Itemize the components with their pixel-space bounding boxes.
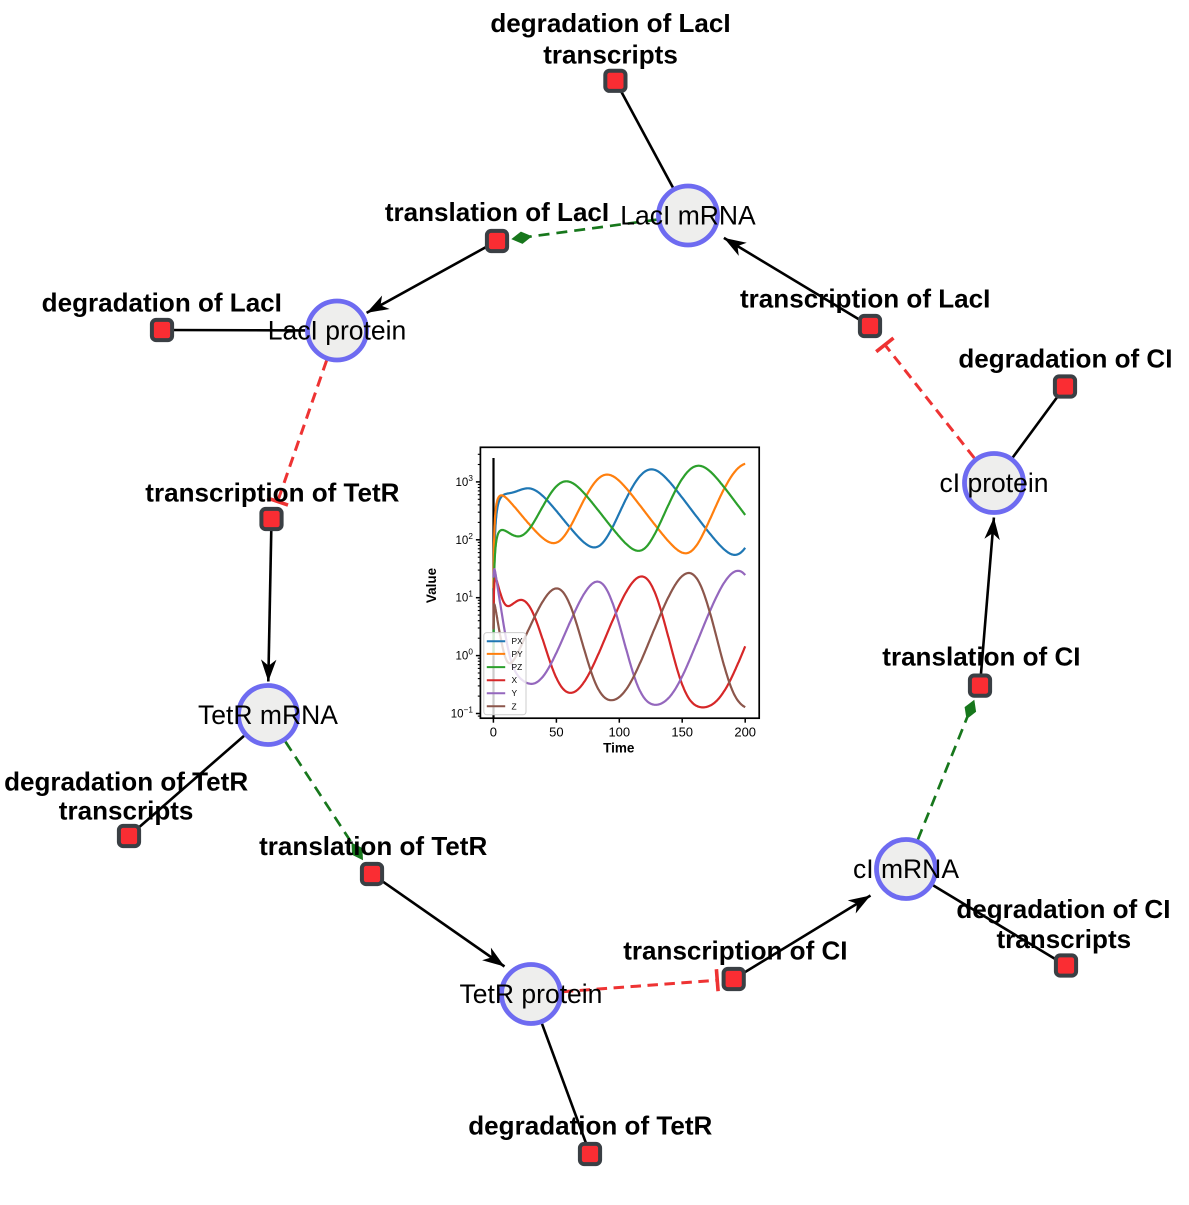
svg-text:translation of CI: translation of CI bbox=[882, 641, 1080, 671]
svg-text:Time: Time bbox=[603, 740, 635, 755]
svg-text:0: 0 bbox=[490, 725, 497, 740]
svg-text:Z: Z bbox=[512, 701, 517, 711]
svg-text:cI protein: cI protein bbox=[939, 468, 1048, 498]
svg-text:X: X bbox=[512, 675, 518, 685]
svg-text:PZ: PZ bbox=[512, 662, 523, 672]
svg-text:transcripts: transcripts bbox=[59, 795, 194, 825]
svg-text:150: 150 bbox=[671, 725, 693, 740]
svg-text:cI mRNA: cI mRNA bbox=[853, 854, 959, 884]
svg-text:translation of LacI: translation of LacI bbox=[385, 197, 609, 227]
svg-text:degradation of LacI: degradation of LacI bbox=[490, 8, 730, 38]
svg-text:PY: PY bbox=[512, 649, 524, 659]
svg-text:Y: Y bbox=[512, 688, 518, 698]
svg-text:LacI protein: LacI protein bbox=[268, 316, 406, 346]
svg-text:transcription of CI: transcription of CI bbox=[623, 936, 847, 966]
svg-text:transcription of LacI: transcription of LacI bbox=[740, 284, 990, 314]
svg-text:TetR protein: TetR protein bbox=[460, 979, 603, 1009]
svg-text:50: 50 bbox=[549, 725, 563, 740]
svg-text:Value: Value bbox=[424, 567, 439, 603]
svg-text:transcripts: transcripts bbox=[996, 924, 1131, 954]
svg-text:translation of TetR: translation of TetR bbox=[259, 831, 487, 861]
svg-text:TetR mRNA: TetR mRNA bbox=[198, 700, 338, 730]
svg-text:200: 200 bbox=[734, 725, 756, 740]
svg-text:transcripts: transcripts bbox=[543, 40, 678, 70]
svg-text:degradation of TetR: degradation of TetR bbox=[468, 1110, 712, 1140]
svg-text:PX: PX bbox=[512, 636, 524, 646]
svg-text:LacI mRNA: LacI mRNA bbox=[620, 201, 756, 231]
svg-text:degradation of TetR: degradation of TetR bbox=[4, 766, 248, 796]
svg-text:degradation of CI: degradation of CI bbox=[956, 894, 1170, 924]
svg-text:degradation of CI: degradation of CI bbox=[958, 344, 1172, 374]
svg-text:degradation of LacI: degradation of LacI bbox=[42, 288, 282, 318]
svg-text:transcription of TetR: transcription of TetR bbox=[145, 478, 399, 508]
svg-text:100: 100 bbox=[608, 725, 630, 740]
